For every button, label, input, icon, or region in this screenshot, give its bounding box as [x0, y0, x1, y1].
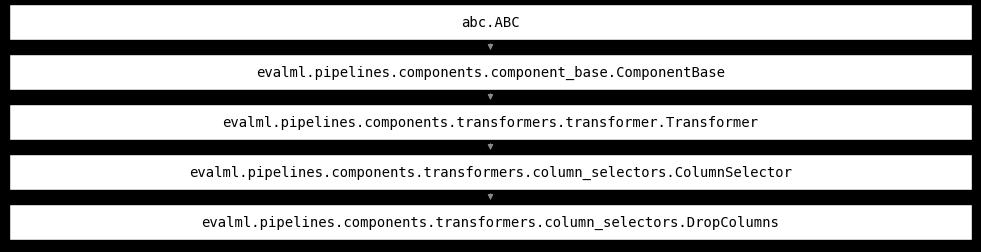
Bar — [9, 5, 972, 41]
Text: evalml.pipelines.components.transformers.column_selectors.ColumnSelector: evalml.pipelines.components.transformers… — [189, 165, 792, 179]
Text: evalml.pipelines.components.transformers.column_selectors.DropColumns: evalml.pipelines.components.transformers… — [201, 215, 780, 229]
Text: abc.ABC: abc.ABC — [461, 16, 520, 30]
Text: evalml.pipelines.components.transformers.transformer.Transformer: evalml.pipelines.components.transformers… — [223, 115, 758, 130]
Bar — [9, 55, 972, 91]
Bar — [9, 204, 972, 240]
Text: evalml.pipelines.components.component_base.ComponentBase: evalml.pipelines.components.component_ba… — [256, 66, 725, 80]
Bar — [9, 105, 972, 140]
Bar — [9, 154, 972, 190]
